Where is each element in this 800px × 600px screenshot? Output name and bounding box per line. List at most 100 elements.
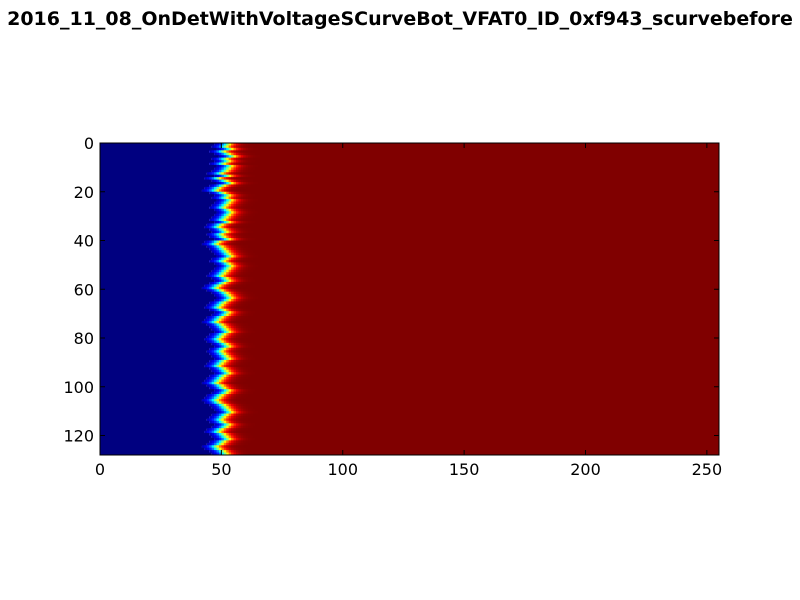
heatmap-cell: [214, 291, 218, 295]
heatmap-cell: [235, 213, 239, 217]
heatmap-cell: [240, 340, 244, 344]
heatmap-cell: [235, 318, 239, 322]
heatmap-cell: [243, 186, 247, 190]
heatmap-cell: [214, 318, 218, 322]
heatmap-cell: [214, 418, 218, 422]
heatmap-cell: [233, 238, 237, 241]
heatmap-cell: [243, 362, 247, 366]
heatmap-cell: [226, 372, 230, 376]
heatmap-cell: [248, 250, 251, 254]
heatmap-cell: [228, 416, 232, 419]
heatmap-cell: [238, 372, 242, 376]
heatmap-cell: [240, 406, 244, 410]
heatmap-cell: [252, 147, 256, 151]
heatmap-row-low: [100, 184, 210, 188]
heatmap-cell: [235, 186, 239, 190]
heatmap-cell: [240, 277, 244, 280]
heatmap-cell: [218, 445, 222, 449]
heatmap-cell: [228, 328, 232, 332]
heatmap-cell: [243, 367, 247, 371]
heatmap-cell: [245, 350, 249, 354]
heatmap-cell: [240, 274, 244, 278]
heatmap-row-high: [255, 294, 719, 298]
heatmap-cell: [250, 257, 254, 261]
heatmap-row-low: [100, 201, 215, 205]
heatmap-cell: [218, 301, 222, 305]
heatmap-cell: [221, 364, 225, 368]
heatmap-cell: [250, 437, 254, 441]
heatmap-cell: [214, 408, 218, 412]
heatmap-cell: [228, 381, 232, 385]
heatmap-cell: [238, 194, 242, 198]
heatmap-cell: [250, 230, 254, 234]
heatmap-cell: [240, 447, 244, 451]
heatmap-cell: [233, 235, 237, 239]
y-tick-label: 40: [74, 232, 94, 251]
heatmap-cell: [216, 147, 220, 151]
heatmap-cell: [231, 208, 235, 212]
heatmap-cell: [240, 262, 244, 266]
heatmap-cell: [223, 260, 227, 263]
heatmap-cell: [231, 391, 235, 395]
heatmap-cell: [228, 213, 232, 217]
heatmap-cell: [245, 369, 249, 373]
heatmap-cell: [240, 206, 244, 210]
heatmap-row-high: [250, 347, 719, 351]
heatmap-cell: [235, 342, 239, 346]
heatmap-cell: [216, 269, 220, 273]
heatmap-cell: [235, 250, 239, 254]
heatmap-cell: [228, 369, 232, 373]
heatmap-cell: [235, 330, 239, 334]
heatmap-cell: [223, 240, 227, 244]
heatmap-cell: [243, 377, 247, 380]
heatmap-cell: [218, 286, 222, 290]
heatmap-cell: [238, 206, 242, 210]
heatmap-cell: [221, 394, 225, 397]
heatmap-cell: [221, 338, 225, 341]
heatmap-cell: [245, 340, 249, 344]
heatmap-cell: [209, 186, 213, 190]
heatmap-cell: [216, 311, 220, 315]
heatmap-cell: [231, 345, 235, 349]
heatmap-cell: [206, 225, 210, 229]
heatmap-cell: [228, 396, 232, 400]
heatmap-cell: [231, 274, 235, 278]
heatmap-cell: [245, 325, 249, 329]
heatmap-cell: [248, 257, 251, 261]
heatmap-cell: [231, 325, 235, 329]
heatmap-cell: [243, 386, 247, 390]
heatmap-cell: [233, 284, 237, 288]
heatmap-cell: [216, 179, 220, 183]
heatmap-cell: [218, 396, 222, 400]
heatmap-cell: [233, 279, 237, 283]
heatmap-cell: [233, 342, 237, 346]
heatmap-cell: [216, 308, 220, 312]
heatmap-cell: [206, 394, 210, 397]
heatmap-cell: [240, 352, 244, 356]
heatmap-cell: [226, 221, 230, 224]
heatmap-cell: [235, 172, 239, 176]
heatmap-cell: [221, 335, 225, 339]
heatmap-row-high: [252, 203, 719, 207]
heatmap-cell: [209, 433, 213, 436]
heatmap-cell: [221, 306, 225, 310]
heatmap-cell: [248, 211, 251, 215]
heatmap-cell: [233, 333, 237, 337]
heatmap-cell: [238, 408, 242, 412]
heatmap-cell: [233, 420, 237, 424]
heatmap-row-low: [100, 279, 215, 283]
heatmap-cell: [221, 428, 225, 432]
heatmap-cell: [240, 374, 244, 378]
heatmap-cell: [248, 296, 251, 300]
heatmap-cell: [214, 169, 218, 173]
heatmap-cell: [240, 242, 244, 246]
heatmap-cell: [214, 279, 218, 283]
heatmap-cell: [235, 147, 239, 151]
heatmap-cell: [228, 374, 232, 378]
heatmap-cell: [235, 296, 239, 300]
heatmap-cell: [218, 250, 222, 254]
heatmap-cell: [238, 303, 242, 307]
heatmap-cell: [238, 242, 242, 246]
heatmap-cell: [211, 338, 215, 341]
heatmap-cell: [231, 413, 235, 417]
